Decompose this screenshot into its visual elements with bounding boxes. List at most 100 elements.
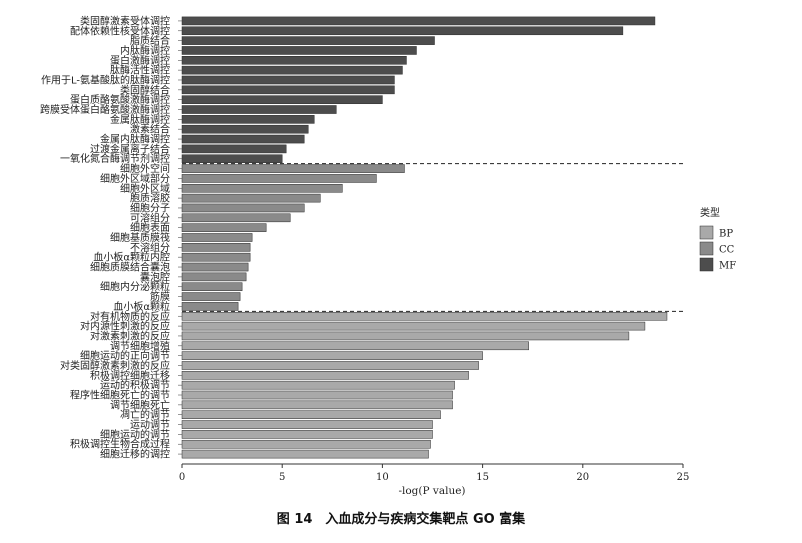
category-labels: 类固醇激素受体调控配体依赖性核受体调控脂质结合内肽酶调控蛋白激酶调控肽酶活性调控… (40, 14, 182, 461)
category-label: 细胞质膜结合囊泡 (90, 261, 170, 274)
go-enrichment-bar-chart: 类固醇激素受体调控配体依赖性核受体调控脂质结合内肽酶调控蛋白激酶调控肽酶活性调控… (40, 14, 736, 497)
bar-cc-5 (181, 203, 305, 213)
bar-bp-14 (181, 439, 431, 449)
bar-bp-4 (181, 341, 529, 351)
category-label: 激素结合 (130, 123, 170, 136)
legend-swatch-bp (699, 225, 714, 240)
bar-cc-8 (181, 233, 253, 242)
category-label: 细胞表面 (130, 221, 170, 234)
category-label: 细胞运动的调节 (100, 428, 170, 441)
bar-bp-11 (181, 410, 441, 419)
category-label: 对激素刺激的反应 (90, 329, 170, 342)
legend-swatch-mf (699, 257, 714, 272)
category-label: 运动调节 (130, 419, 170, 431)
category-label: 过渡金属离子结合 (90, 142, 170, 155)
category-label: 内肽酶调控 (120, 44, 170, 57)
figure-caption: 图 14 入血成分与疾病交集靶点 GO 富集 (276, 512, 526, 527)
category-label: 跨膜受体蛋白酪氨酸激酶调控 (40, 103, 170, 116)
bar-mf-9 (181, 95, 383, 104)
category-label: 金属肽酶调控 (110, 113, 170, 126)
bar-cc-14 (181, 292, 241, 301)
bar-mf-6 (181, 65, 403, 75)
category-label: 囊泡腔 (140, 270, 170, 283)
bar-mf-8 (181, 85, 395, 95)
legend-label-bp: BP (719, 229, 733, 240)
bars-layer (181, 16, 668, 459)
legend-title: 类型 (700, 206, 720, 219)
category-label: 金属内肽酶调控 (100, 133, 170, 146)
bar-cc-13 (181, 282, 243, 292)
category-label: 积极调控细胞迁移 (90, 369, 170, 382)
x-tick-label: 0 (179, 472, 185, 483)
bar-bp-10 (181, 400, 453, 410)
bar-mf-13 (181, 134, 305, 144)
bar-bp-3 (181, 331, 630, 341)
bar-cc-9 (181, 243, 251, 252)
x-tick-label: 20 (576, 472, 589, 483)
bar-mf-12 (181, 124, 309, 134)
category-label: 一氧化氮合酶调节剂调控 (60, 152, 170, 165)
category-label: 细胞内分泌颗粒 (100, 280, 170, 293)
bar-cc-10 (181, 252, 251, 262)
bar-mf-4 (181, 46, 417, 55)
category-label: 可溶组分 (130, 211, 170, 224)
category-label: 细胞外空间 (120, 162, 170, 175)
bar-bp-15 (181, 449, 429, 459)
category-label: 类固醇结合 (120, 83, 170, 96)
bar-bp-7 (181, 371, 469, 380)
bar-mf-10 (181, 105, 337, 114)
x-tick-label: 15 (476, 472, 489, 483)
bar-cc-7 (181, 223, 267, 232)
category-label: 细胞运动的正向调节 (80, 349, 170, 362)
category-label: 细胞分子 (130, 201, 170, 214)
category-label: 类固醇激素受体调控 (80, 14, 170, 27)
bar-mf-15 (181, 154, 283, 164)
category-label: 肽酶活性调控 (110, 64, 170, 77)
bar-bp-8 (181, 380, 455, 390)
category-label: 不溶组分 (130, 241, 170, 254)
x-tick-label: 25 (677, 472, 690, 483)
category-label: 对有机物质的反应 (90, 310, 170, 323)
bar-cc-2 (181, 174, 377, 183)
bar-mf-7 (181, 75, 395, 85)
legend-label-mf: MF (719, 261, 736, 272)
bar-bp-12 (181, 420, 433, 429)
x-tick-label: 5 (279, 472, 285, 483)
category-label: 细胞外区域部分 (100, 172, 170, 185)
bar-mf-14 (181, 144, 287, 154)
bar-cc-1 (181, 164, 405, 173)
category-label: 对类固醇激素刺激的反应 (60, 359, 170, 372)
bar-cc-12 (181, 272, 247, 282)
category-label: 细胞外区域 (120, 182, 170, 195)
legend-label-cc: CC (719, 245, 735, 256)
bar-bp-1 (181, 311, 668, 321)
category-label: 蛋白质酪氨酸激酶调控 (70, 93, 170, 106)
bar-bp-9 (181, 390, 453, 400)
bar-mf-11 (181, 115, 315, 124)
category-label: 调节细胞死亡 (110, 398, 170, 411)
category-label: 积极调控生物合成过程 (70, 438, 170, 451)
bar-bp-2 (181, 321, 646, 331)
category-label: 筋膜 (150, 290, 170, 303)
bar-bp-6 (181, 361, 479, 370)
legend: 类型 BP CC MF (699, 206, 736, 272)
bar-cc-3 (181, 183, 343, 193)
category-label: 细胞迁移的调控 (100, 448, 170, 461)
category-label: 凋亡的调节 (120, 408, 170, 421)
category-label: 程序性细胞死亡的调节 (70, 389, 170, 402)
x-tick-label: 10 (376, 472, 389, 483)
category-label: 血小板α颗粒内腔 (93, 251, 170, 264)
category-label: 对内源性刺激的反应 (80, 320, 170, 333)
category-label: 血小板α颗粒 (113, 300, 170, 313)
bar-bp-5 (181, 351, 483, 360)
category-label: 配体依赖性核受体调控 (70, 24, 170, 37)
bar-cc-15 (181, 302, 239, 311)
category-label: 蛋白激酶调控 (110, 54, 170, 67)
category-label: 运动的积极调节 (100, 379, 170, 392)
category-label: 脂质结合 (130, 34, 170, 47)
category-label: 胞质溶胶 (130, 192, 170, 205)
bar-mf-2 (181, 26, 624, 36)
category-label: 作用于L-氨基酸肽的肽酶调控 (41, 73, 170, 86)
category-label: 调节细胞增殖 (110, 339, 170, 352)
bar-mf-1 (181, 16, 656, 26)
